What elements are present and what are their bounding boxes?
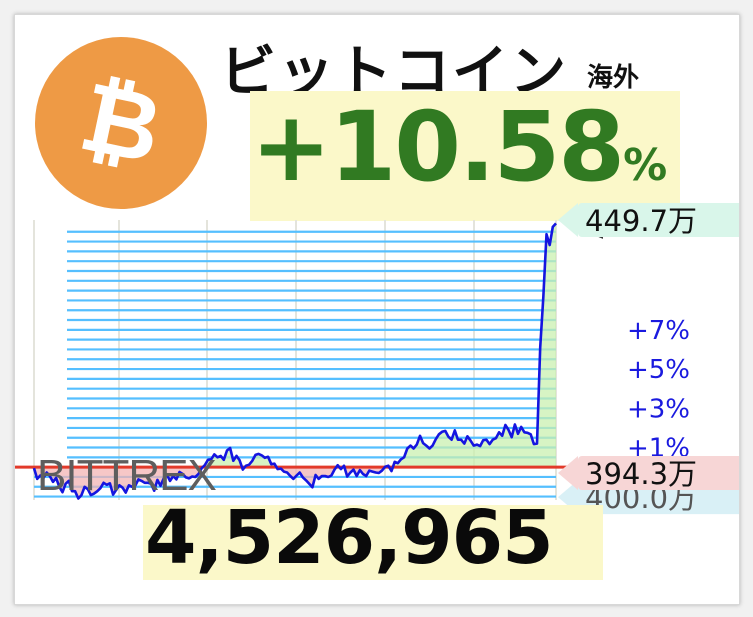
reference-label-pointer: [558, 456, 578, 490]
reference-label: 449.7万: [585, 204, 697, 238]
reference-label-bg: [578, 203, 739, 237]
change-unit: %: [623, 140, 668, 191]
reference-label-pointer: [558, 203, 578, 237]
price-card: ₿ ビットコイン 海外 +10.58% +7%+5%+3%+1%-1%449.7…: [14, 14, 740, 605]
bitcoin-logo: ₿: [35, 37, 207, 209]
reference-label-bg: [578, 456, 739, 490]
market-region: 海外: [587, 63, 640, 93]
exchange-name: BITTREX: [37, 451, 217, 500]
percent-label: +7%: [627, 316, 690, 346]
percent-label: +5%: [627, 355, 690, 385]
gain-area: [34, 223, 556, 468]
price-highlight: [143, 505, 603, 580]
change-highlight: [250, 91, 680, 221]
reference-label: 394.3万: [585, 457, 697, 491]
percent-label: +3%: [627, 394, 690, 424]
loss-area: [34, 467, 556, 499]
current-price: 4,526,965: [145, 495, 554, 581]
change-value: +10.58: [251, 91, 625, 203]
price-line: [32, 222, 557, 500]
change-percent: +10.58%: [251, 91, 667, 203]
